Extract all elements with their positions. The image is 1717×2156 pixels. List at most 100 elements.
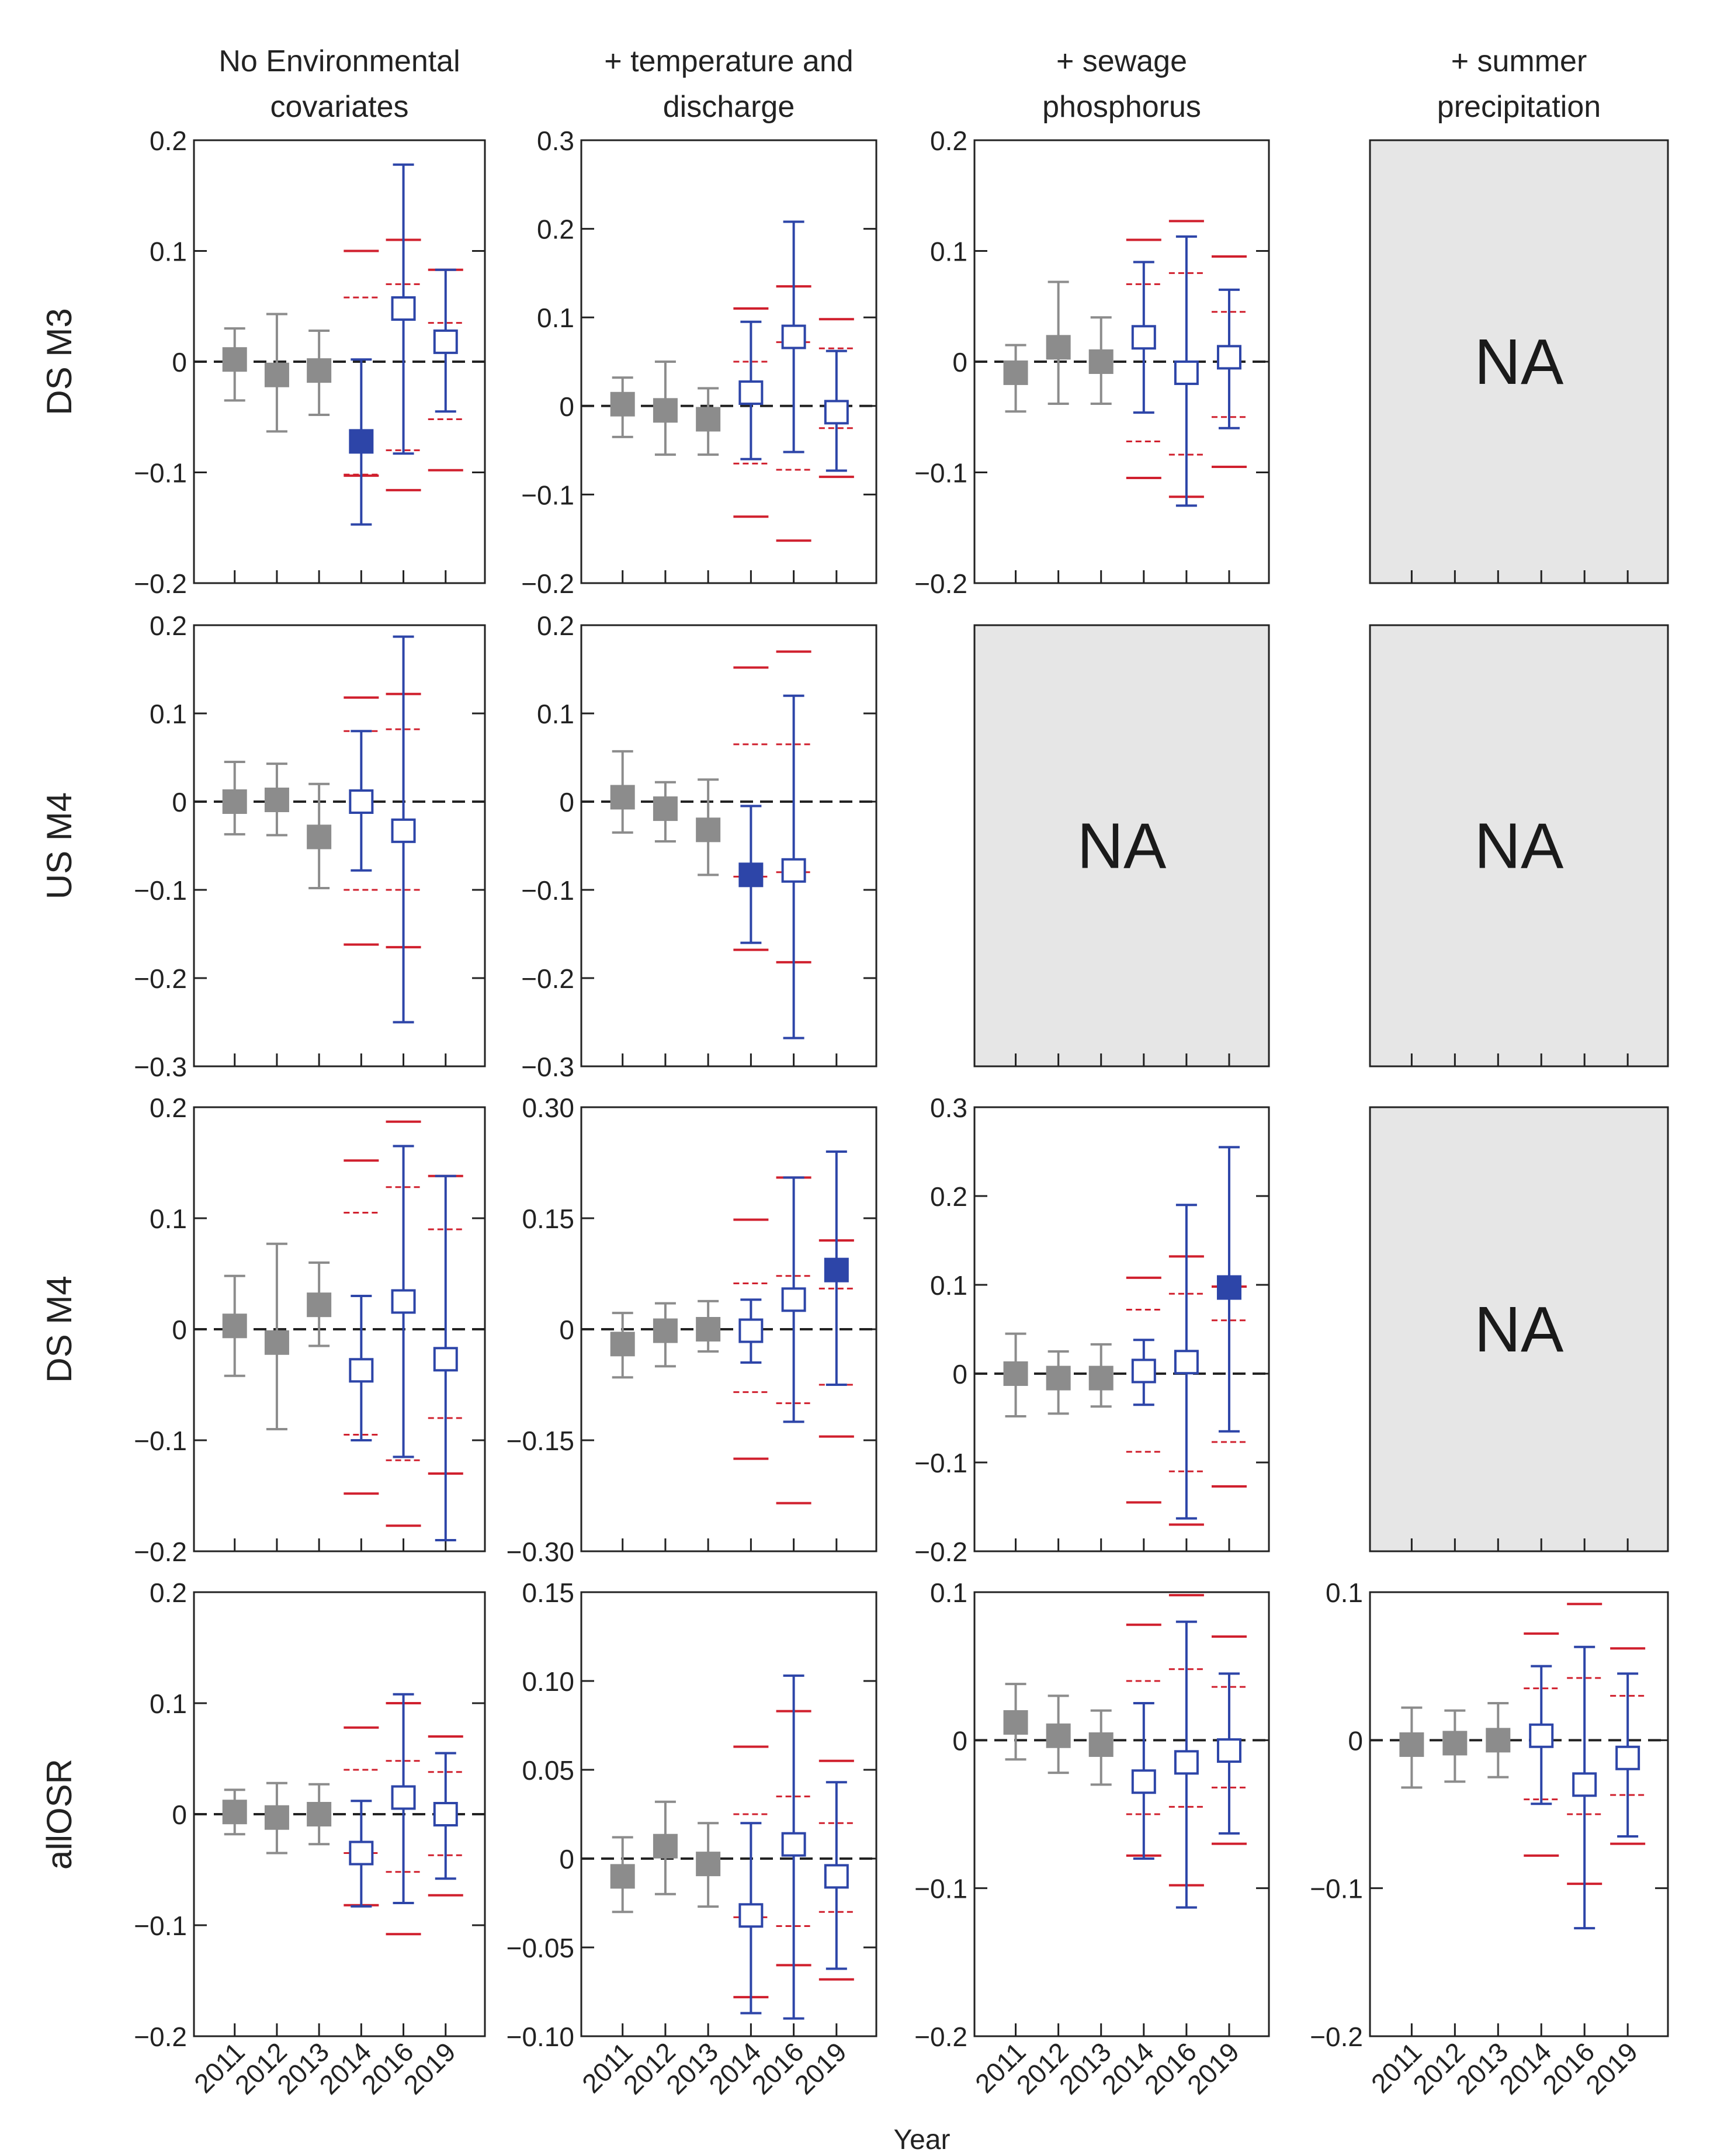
point-marker-grey <box>1088 1732 1114 1757</box>
point-marker-grey <box>1003 1361 1028 1386</box>
y-tick-label: 0.10 <box>522 1666 574 1697</box>
row-label: DS M4 <box>40 1275 79 1382</box>
y-tick-label: 0.2 <box>150 126 187 156</box>
row-label: US M4 <box>40 792 79 899</box>
point-marker-open <box>433 329 458 354</box>
y-tick-label: 0.15 <box>522 1578 574 1608</box>
y-tick-label: 0.1 <box>150 237 187 267</box>
x-axis-label: Year <box>894 2124 951 2155</box>
point-marker-grey <box>696 1317 721 1342</box>
point-marker-open <box>1174 1750 1199 1775</box>
y-tick-label: −0.2 <box>521 569 574 599</box>
y-tick-label: 0 <box>952 1359 967 1389</box>
na-panel-background <box>1369 624 1669 1067</box>
y-tick-label: −0.2 <box>134 569 187 599</box>
point-marker-open <box>349 1840 374 1866</box>
point-marker-open <box>349 1358 374 1383</box>
point-marker-open <box>781 858 806 883</box>
panel: NA <box>973 624 1270 1067</box>
panels: −0.2−0.100.10.2−0.2−0.100.10.20.3−0.2−0.… <box>134 126 1669 2100</box>
y-tick-label: −0.2 <box>914 2022 967 2052</box>
point-marker-grey <box>1003 360 1028 385</box>
point-marker-open <box>1131 1769 1156 1794</box>
y-tick-label: −0.1 <box>914 458 967 488</box>
point-marker-grey <box>696 407 721 432</box>
panel: −0.3 −0.2 −0.1 0 0.1 0.2 <box>521 611 877 1082</box>
point-marker-grey <box>307 824 332 850</box>
y-tick-label: 0.15 <box>522 1204 574 1234</box>
panel: −0.10−0.0500.050.100.1520112012201320142… <box>507 1578 877 2100</box>
panel-frame <box>580 1591 877 2037</box>
y-tick-label: 0.3 <box>537 126 574 156</box>
column-header-line: No Environmental <box>218 44 460 78</box>
point-marker-grey <box>264 1330 289 1355</box>
y-tick-label: −0.2 <box>521 963 574 994</box>
point-marker-open <box>824 400 849 425</box>
point-marker-grey <box>1088 1365 1114 1391</box>
y-tick-label: 0 <box>1348 1725 1363 1756</box>
y-tick-label: 0.2 <box>930 126 967 156</box>
column-header-line: + temperature and <box>604 44 853 78</box>
point-marker-grey <box>1003 1710 1028 1735</box>
panel-frame <box>580 139 877 584</box>
y-tick-label: −0.1 <box>521 480 574 510</box>
panel-frame <box>1369 1591 1669 2037</box>
point-marker-grey <box>1046 1365 1071 1391</box>
point-marker-grey <box>696 817 721 843</box>
point-marker-grey <box>1088 349 1114 374</box>
panel: NA <box>1369 139 1669 584</box>
point-marker-open <box>391 296 416 321</box>
y-tick-label: −0.10 <box>507 2022 574 2052</box>
point-marker-open <box>1131 325 1156 350</box>
point-marker-open <box>391 1289 416 1314</box>
point-marker-open <box>738 1903 764 1928</box>
point-marker-filled <box>738 862 764 888</box>
panel-frame <box>973 1106 1270 1552</box>
y-tick-label: −0.1 <box>134 1911 187 1941</box>
y-tick-label: 0 <box>172 1800 187 1830</box>
y-tick-label: 0.1 <box>150 699 187 729</box>
y-tick-label: 0 <box>559 1844 574 1874</box>
y-tick-label: −0.1 <box>521 875 574 906</box>
point-marker-open <box>1174 1350 1199 1375</box>
y-tick-label: 0.1 <box>537 699 574 729</box>
point-marker-grey <box>222 1313 247 1339</box>
point-marker-open <box>433 1802 458 1826</box>
point-marker-grey <box>1442 1731 1468 1756</box>
point-marker-grey <box>653 1318 678 1343</box>
panel: −0.2 −0.1 0 0.1 0.2 <box>134 126 486 599</box>
na-panel-background <box>973 624 1270 1067</box>
y-tick-label: 0.1 <box>150 1689 187 1719</box>
y-tick-label: 0.2 <box>150 1093 187 1123</box>
point-marker-open <box>391 818 416 843</box>
point-marker-grey <box>1486 1728 1511 1753</box>
point-marker-open <box>824 1864 849 1889</box>
point-marker-open <box>433 1347 458 1372</box>
y-tick-label: −0.1 <box>134 1426 187 1456</box>
panel: −0.2 −0.1 0 0.1 0.2 0.3 <box>521 126 877 599</box>
column-header-line: precipitation <box>1437 90 1601 124</box>
y-tick-label: 0.1 <box>930 1270 967 1301</box>
column-header-line: discharge <box>663 90 795 124</box>
point-marker-open <box>1174 360 1199 385</box>
y-tick-label: 0.1 <box>537 303 574 333</box>
panel: NA <box>1369 1106 1669 1552</box>
y-tick-label: 0 <box>559 1315 574 1345</box>
panel: −0.2 −0.1 0 0.1 0.2 <box>914 126 1270 599</box>
y-tick-label: 0.2 <box>930 1181 967 1212</box>
na-label: NA <box>1475 326 1564 398</box>
point-marker-grey <box>610 391 635 417</box>
point-marker-open <box>391 1785 416 1810</box>
point-marker-open <box>781 1287 806 1312</box>
y-tick-label: −0.2 <box>134 2022 187 2052</box>
column-headers: No Environmental covariates + temperature … <box>218 44 1601 124</box>
point-marker-open <box>1615 1745 1640 1770</box>
point-marker-filled <box>349 429 374 454</box>
panel: −0.2 −0.1 0 0.1 0.2 0.3 <box>914 1093 1270 1567</box>
y-tick-label: −0.2 <box>134 963 187 994</box>
na-label: NA <box>1077 810 1167 882</box>
point-marker-grey <box>307 358 332 383</box>
point-marker-open <box>738 380 764 405</box>
y-tick-label: −0.2 <box>914 1537 967 1567</box>
point-marker-grey <box>1046 1723 1071 1748</box>
